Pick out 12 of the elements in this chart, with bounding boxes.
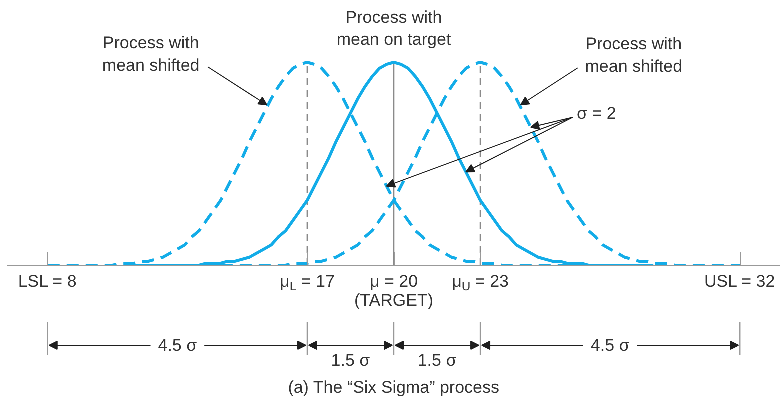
x-tick-label: μ = 20 (TARGET) — [354, 272, 434, 310]
text: 4.5 σ — [158, 336, 198, 355]
annotation: Process with mean shifted — [102, 33, 200, 75]
annotation: Process with mean shifted — [585, 34, 683, 76]
text: 1.5 σ — [331, 351, 371, 370]
text: 4.5 σ — [590, 336, 630, 355]
x-tick-label: LSL = 8 — [18, 272, 77, 291]
x-tick-label: USL = 32 — [704, 272, 776, 291]
text: (a) The “Six Sigma” process — [288, 378, 500, 397]
annotation: Process with mean on target — [336, 8, 452, 50]
annotation: σ = 2 — [577, 104, 616, 123]
text: 1.5 σ — [418, 351, 458, 370]
